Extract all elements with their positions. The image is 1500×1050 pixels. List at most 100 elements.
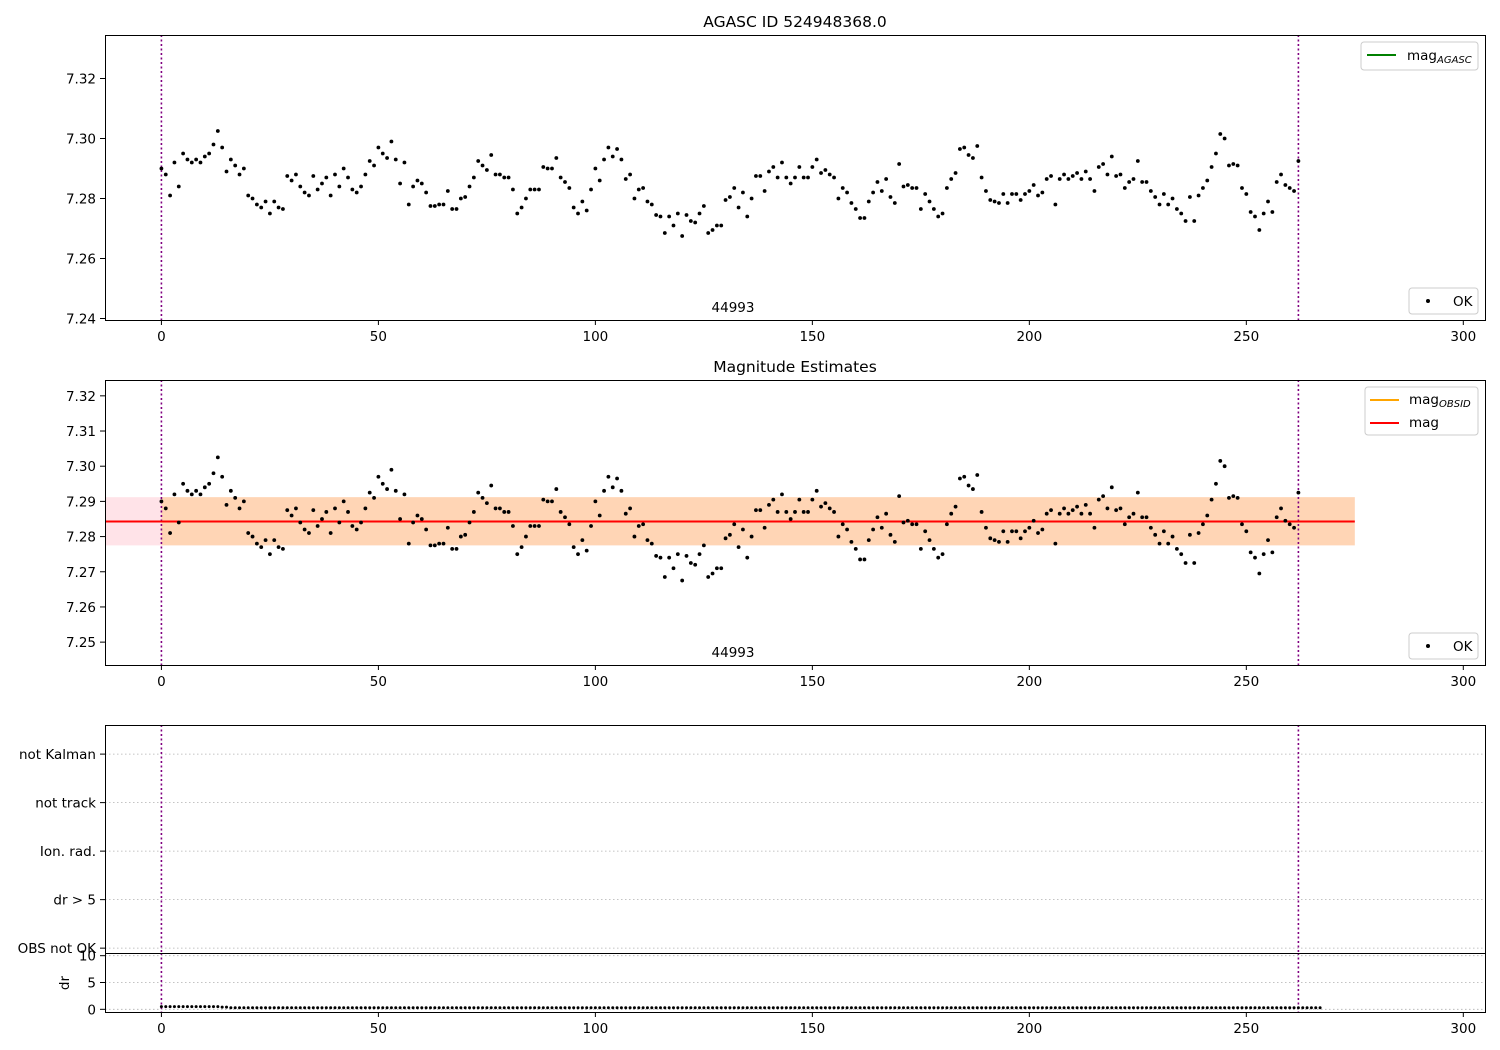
estimates-plot-frame [105, 380, 1486, 666]
data-point [237, 506, 242, 511]
flag-category-label: not Kalman [19, 747, 96, 763]
data-point [493, 506, 498, 511]
data-point [615, 476, 619, 481]
data-point [1236, 1006, 1240, 1010]
data-point [437, 541, 442, 546]
data-point [719, 1006, 723, 1010]
data-point [636, 187, 641, 192]
data-point [762, 189, 767, 193]
data-point [667, 1006, 671, 1010]
y-tick-label: 7.29 [66, 494, 96, 510]
x-tick-label: 100 [582, 674, 608, 690]
data-point [910, 522, 915, 527]
data-point [250, 196, 255, 201]
data-point [1266, 199, 1270, 204]
agasc-y-axis: 7.24 7.26 7.28 7.30 7.32 [66, 72, 105, 328]
y-tick-label: 7.31 [66, 424, 96, 440]
data-point [1292, 525, 1296, 530]
data-point [159, 166, 164, 171]
data-point [484, 168, 489, 172]
data-point [441, 541, 446, 546]
data-point [333, 172, 337, 177]
data-point [159, 1005, 163, 1009]
data-point [832, 510, 836, 514]
data-point [732, 1006, 736, 1010]
data-point [559, 1006, 563, 1010]
data-point [298, 520, 303, 525]
data-point [641, 1006, 645, 1010]
data-point [892, 539, 897, 544]
data-point [897, 494, 902, 499]
data-point [1101, 162, 1106, 166]
data-point [1032, 1006, 1036, 1010]
data-point [1171, 1006, 1175, 1010]
data-point [654, 554, 659, 558]
data-point [515, 211, 520, 216]
data-point [732, 186, 737, 190]
data-point [962, 145, 967, 150]
data-point [663, 1006, 667, 1010]
data-point [1014, 192, 1019, 196]
data-point [1049, 174, 1053, 178]
flag-category-label: not track [35, 796, 96, 812]
data-point [702, 1006, 706, 1010]
data-point [307, 193, 311, 198]
data-point [676, 1006, 680, 1010]
data-point [263, 199, 268, 204]
data-point [406, 541, 411, 546]
data-point [424, 527, 429, 532]
data-point [680, 234, 685, 238]
data-point [359, 184, 363, 189]
data-point [1144, 515, 1149, 520]
data-point [1045, 1006, 1049, 1010]
data-point [684, 554, 689, 558]
data-point [1036, 531, 1040, 535]
data-point [1179, 1006, 1183, 1010]
data-point [823, 168, 828, 172]
data-point [198, 160, 203, 165]
data-point [220, 1005, 224, 1009]
data-point [1292, 189, 1296, 193]
data-point [866, 199, 871, 204]
data-point [954, 1006, 958, 1010]
data-point [567, 1006, 571, 1010]
data-point [411, 184, 416, 189]
x-tick-label: 150 [799, 674, 825, 690]
y-tick-label: 7.27 [66, 565, 96, 581]
x-tick-label: 200 [1016, 674, 1042, 690]
data-point [1145, 1006, 1149, 1010]
data-point [1101, 494, 1106, 499]
data-point [380, 151, 385, 156]
data-point [163, 506, 168, 511]
data-point [1131, 511, 1136, 516]
data-point [1292, 1006, 1296, 1010]
data-point [537, 524, 541, 528]
data-point [541, 1006, 545, 1010]
data-point [1192, 561, 1197, 565]
data-point [611, 1006, 615, 1010]
data-point [1283, 1006, 1287, 1010]
data-point [697, 211, 702, 216]
data-point [233, 495, 238, 500]
data-point [563, 180, 567, 184]
data-point [1153, 1006, 1157, 1010]
data-point [1235, 495, 1240, 500]
data-point [988, 1006, 992, 1010]
data-point [641, 186, 646, 190]
data-point [233, 163, 238, 168]
data-point [419, 517, 424, 521]
data-point [1231, 494, 1236, 499]
data-point [1279, 172, 1283, 177]
data-point [819, 504, 823, 509]
data-point [589, 1006, 593, 1010]
data-point [901, 520, 906, 525]
x-tick-label: 0 [157, 329, 166, 345]
data-point [389, 139, 394, 144]
y-tick-label: 7.24 [66, 312, 96, 328]
agasc-legend-lower: OK [1408, 287, 1479, 315]
data-point [1214, 481, 1218, 486]
data-point [328, 531, 333, 535]
y-tick-label: 7.30 [66, 132, 96, 148]
data-point [858, 557, 862, 562]
data-point [380, 481, 385, 486]
